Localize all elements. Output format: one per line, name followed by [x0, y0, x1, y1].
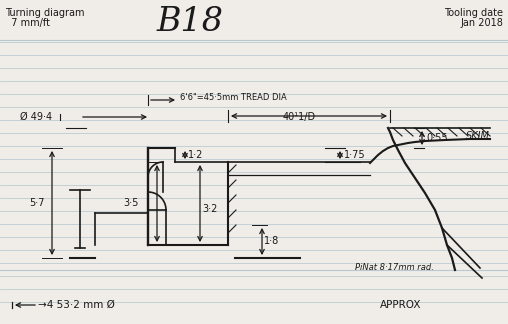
Text: Turning diagram: Turning diagram: [5, 8, 84, 18]
Text: →4 53·2 mm Ø: →4 53·2 mm Ø: [38, 300, 115, 310]
Text: 40¹1/D: 40¹1/D: [282, 112, 315, 122]
Text: Ø 49·4: Ø 49·4: [20, 112, 52, 122]
Text: 5·7: 5·7: [29, 198, 45, 208]
Text: APPROX: APPROX: [380, 300, 422, 310]
Text: SKIM: SKIM: [466, 131, 490, 141]
Text: 1·2: 1·2: [188, 150, 203, 160]
Text: 1·75: 1·75: [344, 150, 366, 160]
Text: B18: B18: [156, 6, 224, 38]
Text: 3·5: 3·5: [123, 199, 139, 209]
Text: 3·2: 3·2: [202, 203, 217, 214]
Text: 0·55: 0·55: [426, 133, 448, 143]
Text: Tooling date: Tooling date: [444, 8, 503, 18]
Text: PiNat 8·17mm rad.: PiNat 8·17mm rad.: [355, 263, 434, 272]
Text: Jan 2018: Jan 2018: [460, 18, 503, 28]
Text: 6'6"=45·5mm TREAD DIA: 6'6"=45·5mm TREAD DIA: [180, 92, 287, 101]
Text: 7 mm/ft: 7 mm/ft: [5, 18, 50, 28]
Text: 1·8: 1·8: [264, 237, 279, 247]
